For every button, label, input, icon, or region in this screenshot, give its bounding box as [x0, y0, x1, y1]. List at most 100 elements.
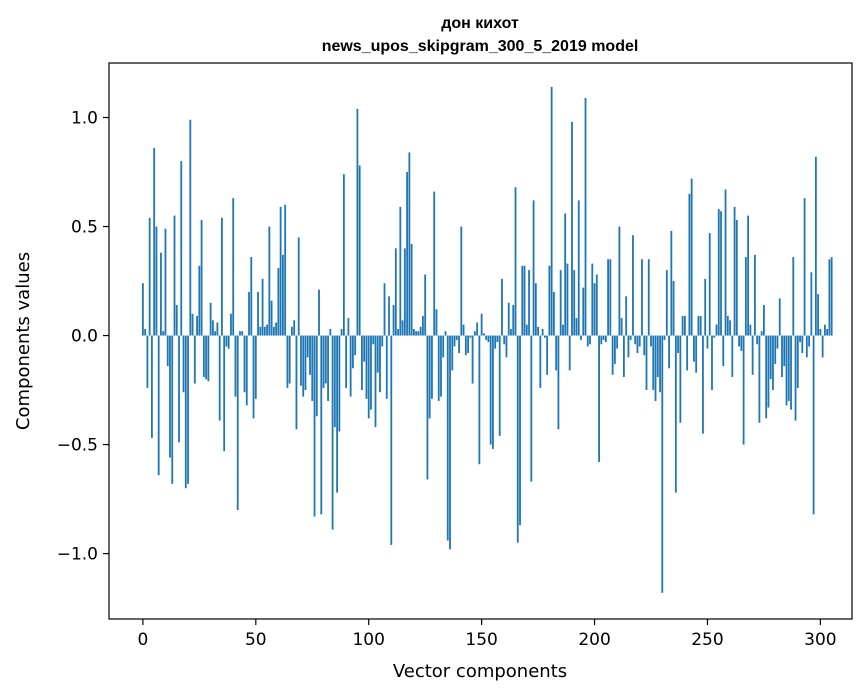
bar — [198, 265, 201, 336]
bar — [821, 335, 824, 358]
bar — [546, 335, 549, 375]
bar — [647, 259, 650, 336]
bar — [661, 335, 664, 593]
bar — [338, 335, 341, 432]
bar — [295, 335, 298, 430]
y-tick-label: −0.5 — [57, 436, 98, 456]
bar — [763, 305, 765, 336]
bar — [383, 283, 386, 336]
bar — [356, 108, 359, 336]
bar — [607, 259, 609, 336]
bar — [451, 335, 454, 371]
bar — [776, 335, 779, 349]
bar — [385, 335, 388, 399]
bar — [227, 335, 230, 349]
bar — [573, 270, 576, 336]
bar — [272, 326, 275, 336]
bar — [530, 335, 533, 482]
bar — [589, 335, 591, 345]
bar — [681, 315, 684, 336]
bar — [236, 335, 239, 510]
bar — [521, 265, 524, 336]
bar — [537, 326, 539, 336]
bar — [611, 335, 614, 375]
bar — [733, 206, 736, 336]
bar — [586, 335, 589, 347]
bar — [686, 335, 689, 371]
bar — [151, 335, 153, 439]
bar — [187, 335, 189, 484]
bar — [577, 200, 580, 336]
bar — [803, 198, 806, 336]
bar — [543, 335, 546, 338]
bar — [175, 305, 178, 336]
bar — [683, 315, 686, 336]
bar — [679, 335, 682, 423]
bar — [665, 270, 668, 336]
bar — [805, 335, 808, 358]
bar — [552, 291, 555, 336]
bar — [476, 322, 479, 336]
bar — [455, 335, 458, 340]
bar — [252, 335, 255, 419]
bar — [318, 289, 320, 336]
x-tick-label: 150 — [465, 630, 497, 650]
bar — [293, 320, 296, 336]
y-axis-ticks: −1.0 −0.5 0.0 0.5 1.0 — [57, 109, 109, 565]
bar — [191, 313, 194, 336]
bar — [379, 335, 381, 393]
bar — [157, 335, 160, 476]
bar — [358, 165, 361, 336]
bar — [742, 335, 745, 445]
bar — [785, 335, 788, 406]
bar — [281, 254, 284, 336]
bar — [270, 300, 273, 336]
bar — [286, 335, 289, 388]
bar — [670, 230, 673, 336]
bar — [580, 335, 582, 340]
bar — [331, 335, 334, 530]
bar — [243, 335, 246, 393]
bar — [408, 152, 411, 336]
bar — [740, 335, 743, 351]
bar — [516, 335, 519, 543]
bar — [315, 335, 318, 417]
chart-title: дон кихот — [441, 15, 519, 32]
bar — [595, 274, 598, 336]
bar — [160, 252, 162, 336]
bar — [374, 335, 377, 428]
bar — [467, 335, 469, 353]
bar — [257, 291, 259, 336]
bar — [697, 315, 700, 336]
bar — [401, 320, 404, 336]
bar — [333, 335, 336, 428]
bar — [724, 189, 727, 336]
bar — [302, 335, 305, 397]
bar — [787, 335, 790, 401]
bar — [354, 335, 357, 356]
bar — [677, 335, 680, 353]
bar — [711, 335, 713, 391]
bar — [652, 335, 655, 391]
bar — [245, 335, 248, 406]
bar — [753, 254, 756, 336]
bar — [277, 267, 280, 336]
bar — [735, 219, 738, 336]
bar — [363, 335, 366, 362]
bar — [659, 335, 661, 393]
bar — [810, 272, 813, 336]
bar — [209, 302, 212, 336]
bar — [774, 335, 777, 364]
bar — [729, 320, 731, 336]
bar — [571, 121, 573, 336]
bar — [623, 335, 625, 377]
bar — [704, 278, 707, 336]
bar — [347, 318, 350, 336]
bar — [539, 335, 542, 388]
bar — [496, 335, 499, 343]
bar — [367, 335, 370, 419]
bar — [180, 161, 183, 336]
bar — [593, 283, 596, 336]
bar — [412, 329, 415, 336]
bar — [695, 335, 698, 373]
